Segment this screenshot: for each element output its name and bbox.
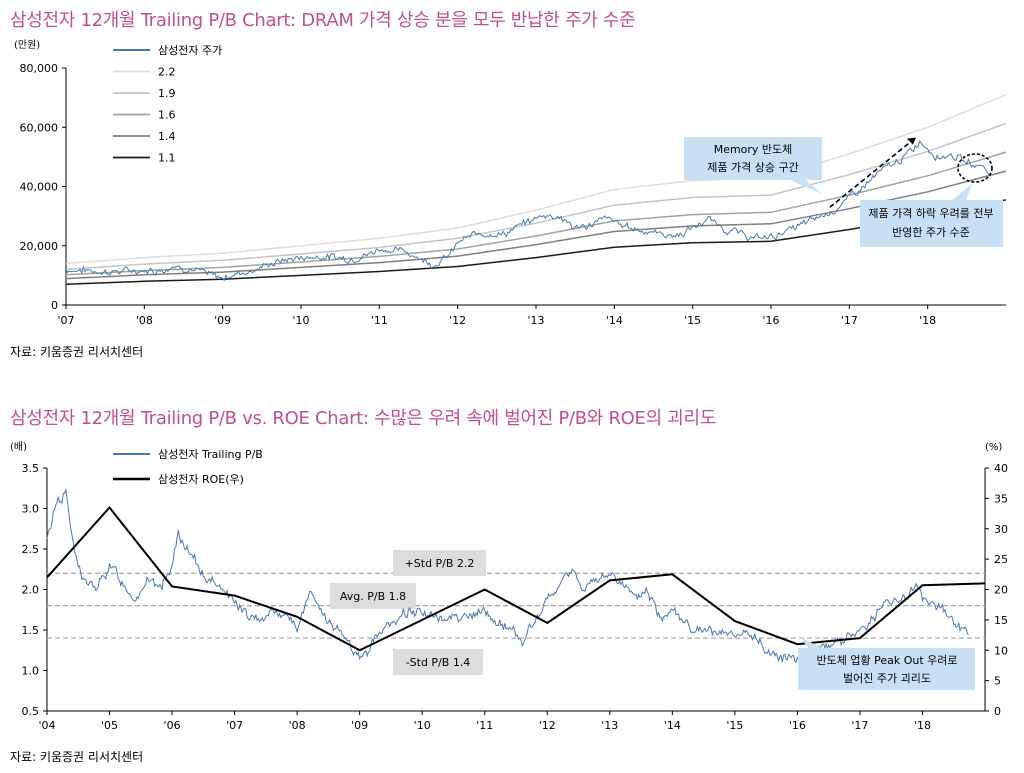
- right-axis-unit-label: (%): [985, 442, 1002, 453]
- annotation-text: Memory 반도체: [714, 143, 793, 156]
- y-tick-label: 0: [51, 299, 58, 312]
- left-tick-label: 3.5: [22, 462, 40, 475]
- x-tick-label: '14: [664, 719, 681, 732]
- legend-label: 삼성전자 Trailing P/B: [158, 448, 263, 461]
- y-tick-label: 20,000: [20, 240, 59, 253]
- legend-label: 2.2: [158, 66, 176, 79]
- pb-series-line: [46, 488, 970, 664]
- reference-label: +Std P/B 2.2: [405, 557, 475, 570]
- x-tick-label: '13: [601, 719, 618, 732]
- x-tick-label: '15: [726, 719, 743, 732]
- x-tick-label: '10: [292, 314, 309, 327]
- x-tick-label: '08: [289, 719, 306, 732]
- reference-label: -Std P/B 1.4: [406, 656, 471, 669]
- x-tick-label: '11: [476, 719, 493, 732]
- annotation-box-price-level: [860, 184, 1003, 247]
- trend-arrow-head: [906, 137, 916, 145]
- annotation-text: 제품 가격 하락 우려를 전부: [868, 206, 993, 220]
- annotation-text: 벌어진 주가 괴리도: [843, 672, 931, 685]
- chart-2-source: 자료: 키움증권 리서치센터: [10, 750, 144, 764]
- pb-band-line-2.2: [65, 94, 1007, 265]
- trend-arrow-line: [829, 136, 917, 208]
- left-tick-label: 2.0: [22, 584, 40, 597]
- y-tick-label: 40,000: [20, 181, 59, 194]
- chart-2-title: 삼성전자 12개월 Trailing P/B vs. ROE Chart: 수많…: [10, 408, 717, 429]
- x-tick-label: '16: [762, 314, 779, 327]
- highlight-ellipse: [957, 153, 993, 183]
- price-series-line: [65, 139, 991, 282]
- reference-label: Avg. P/B 1.8: [340, 590, 406, 603]
- x-tick-label: '18: [914, 719, 931, 732]
- legend-label: 1.9: [158, 87, 176, 100]
- annotation-box-peak-out: [798, 637, 975, 690]
- annotation-text: 반도체 업황 Peak Out 우려로: [816, 654, 957, 667]
- x-tick-label: '05: [101, 719, 118, 732]
- pb-band-line-1.4: [65, 170, 1007, 280]
- x-tick-label: '04: [38, 719, 55, 732]
- x-tick-label: '09: [351, 719, 368, 732]
- y-axis-unit-label: (만원): [14, 39, 40, 51]
- x-tick-label: '17: [841, 314, 858, 327]
- pb-band-line-1.9: [65, 122, 1007, 271]
- x-tick-label: '07: [57, 314, 74, 327]
- x-tick-label: '14: [606, 314, 623, 327]
- x-tick-label: '17: [851, 719, 868, 732]
- chart-1-legend: 삼성전자 주가 2.2 1.9 1.6 1.4 1.1: [113, 44, 222, 165]
- left-tick-label: 2.5: [22, 543, 40, 556]
- x-tick-label: '12: [539, 719, 556, 732]
- x-tick-label: '11: [371, 314, 388, 327]
- right-tick-label: 25: [994, 553, 1008, 566]
- right-tick-label: 35: [994, 492, 1008, 505]
- right-tick-label: 15: [994, 614, 1008, 627]
- right-tick-label: 30: [994, 523, 1008, 536]
- x-tick-label: '12: [449, 314, 466, 327]
- right-tick-label: 40: [994, 462, 1008, 475]
- chart-2-legend: 삼성전자 Trailing P/B 삼성전자 ROE(우): [113, 448, 263, 486]
- legend-label: 삼성전자 주가: [158, 44, 222, 57]
- annotation-box-memory: [684, 137, 822, 194]
- chart-1-title: 삼성전자 12개월 Trailing P/B Chart: DRAM 가격 상승…: [10, 10, 636, 31]
- reference-label-box: [393, 649, 483, 675]
- legend-label: 1.4: [158, 130, 176, 143]
- x-tick-label: '10: [414, 719, 431, 732]
- roe-series-line: [46, 505, 986, 652]
- x-tick-label: '07: [226, 719, 243, 732]
- chart-1-source: 자료: 키움증권 리서치센터: [10, 345, 144, 359]
- y-tick-label: 80,000: [20, 62, 59, 75]
- reference-label-box: [393, 550, 486, 576]
- annotation-text: 제품 가격 상승 구간: [707, 161, 798, 174]
- right-tick-label: 20: [994, 584, 1008, 597]
- left-tick-label: 1.0: [22, 665, 40, 678]
- y-tick-label: 60,000: [20, 121, 59, 134]
- x-tick-label: '13: [527, 314, 544, 327]
- left-tick-label: 0.5: [22, 705, 40, 718]
- legend-label: 1.1: [158, 152, 176, 165]
- x-tick-label: '18: [919, 314, 936, 327]
- right-tick-label: 0: [994, 705, 1001, 718]
- x-tick-label: '09: [214, 314, 231, 327]
- left-tick-label: 1.5: [22, 624, 40, 637]
- pb-band-line-1.6: [65, 151, 1007, 276]
- left-tick-label: 3.0: [22, 503, 40, 516]
- x-tick-label: '06: [164, 719, 181, 732]
- right-tick-label: 5: [994, 675, 1001, 688]
- annotation-text: 반영한 주가 수준: [892, 226, 970, 239]
- left-axis-unit-label: (배): [10, 441, 27, 453]
- right-tick-label: 10: [994, 644, 1008, 657]
- legend-label: 1.6: [158, 109, 176, 122]
- reference-label-box: [330, 583, 416, 609]
- x-tick-label: '16: [789, 719, 806, 732]
- x-tick-label: '15: [684, 314, 701, 327]
- x-tick-label: '08: [136, 314, 153, 327]
- legend-label: 삼성전자 ROE(우): [158, 473, 244, 486]
